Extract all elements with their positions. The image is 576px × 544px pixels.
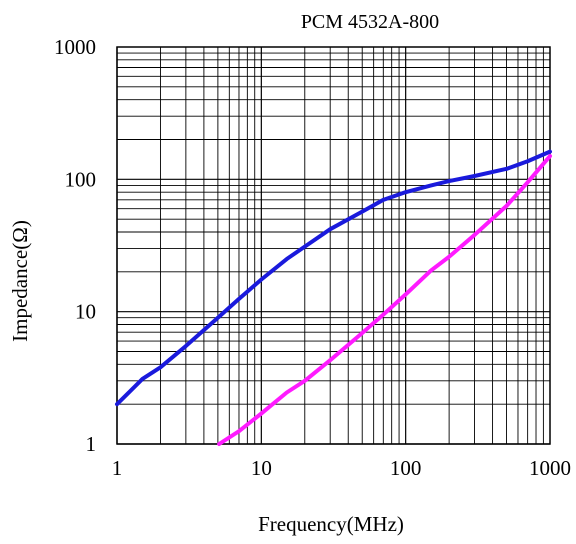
x-tick-label: 10 [251, 456, 272, 480]
y-tick-label: 1000 [54, 35, 96, 59]
y-tick-labels: 1 10 100 1000 [54, 35, 96, 456]
impedance-series-2-line [217, 154, 552, 446]
y-axis-label: Impedance(Ω) [8, 220, 32, 342]
major-grid [116, 47, 550, 445]
x-tick-label: 100 [390, 456, 422, 480]
x-tick-labels: 1 10 100 1000 [112, 456, 571, 480]
plot-frame [116, 46, 551, 445]
x-axis-label: Frequency(MHz) [258, 512, 404, 536]
chart-title: PCM 4532A-800 [301, 11, 439, 33]
minor-grid [117, 47, 550, 444]
series-layer [115, 149, 552, 446]
x-tick-label: 1000 [529, 456, 571, 480]
x-tick-label: 1 [112, 456, 123, 480]
impedance-series-1-line [115, 149, 552, 407]
y-tick-label: 100 [65, 167, 97, 191]
y-tick-label: 10 [75, 300, 96, 324]
y-tick-label: 1 [86, 432, 97, 456]
